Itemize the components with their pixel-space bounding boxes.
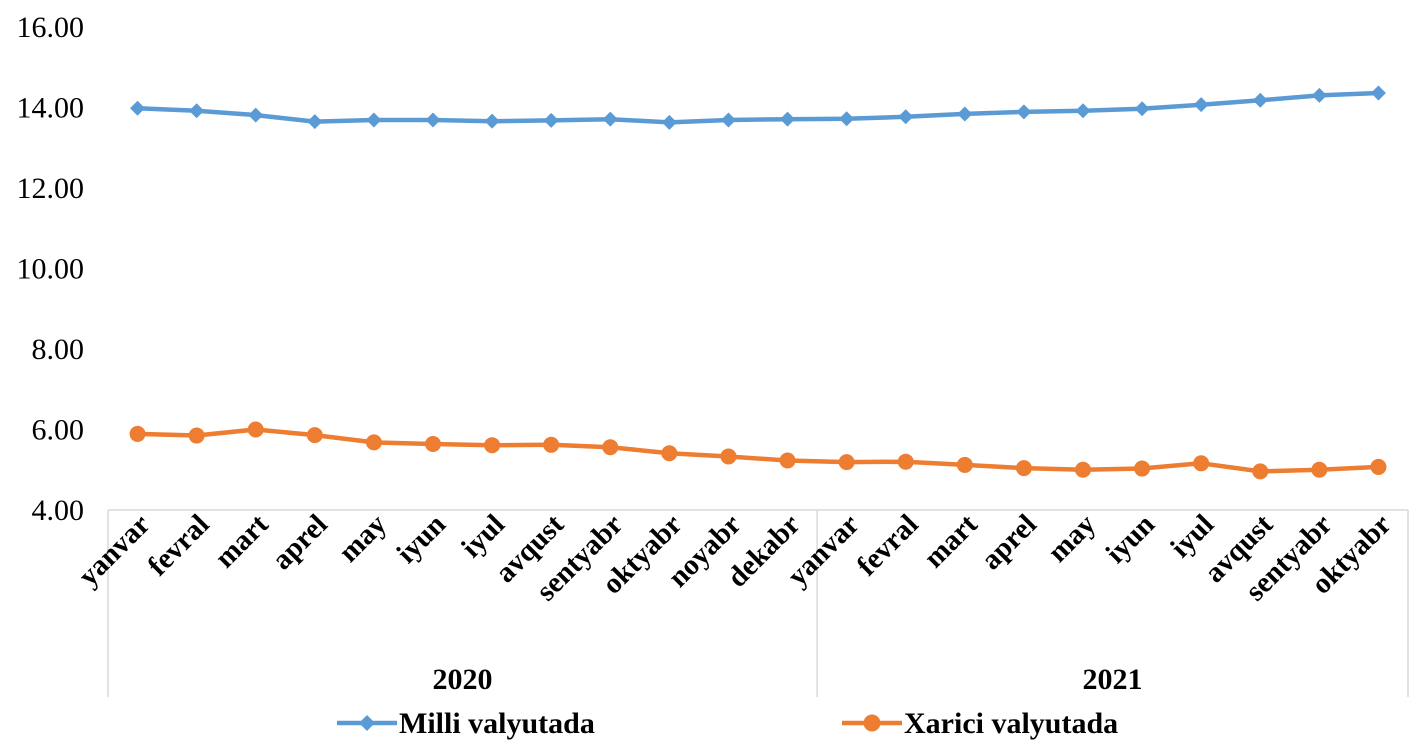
data-point bbox=[1193, 455, 1210, 472]
data-point bbox=[898, 109, 914, 125]
legend-label: Milli valyutada bbox=[399, 707, 595, 740]
data-point bbox=[366, 112, 382, 128]
data-point bbox=[484, 437, 501, 454]
series-line bbox=[135, 90, 1381, 125]
data-point bbox=[661, 445, 678, 462]
x-tick-label: mart bbox=[918, 508, 984, 574]
data-point bbox=[130, 100, 146, 116]
x-tick-label: may bbox=[1042, 508, 1103, 569]
data-point bbox=[1134, 101, 1150, 117]
y-tick-label: 12.00 bbox=[17, 172, 85, 205]
year-group-label: 2020 bbox=[433, 663, 493, 696]
x-tick-label: iyun bbox=[1100, 508, 1161, 569]
y-tick-label: 10.00 bbox=[17, 253, 85, 286]
series-1 bbox=[130, 85, 1386, 130]
x-tick-label: mart bbox=[209, 508, 275, 574]
data-point bbox=[543, 112, 559, 128]
x-tick-label: yanvar bbox=[72, 508, 156, 592]
data-point bbox=[838, 454, 855, 471]
data-point bbox=[1370, 458, 1387, 475]
data-point bbox=[425, 112, 441, 128]
x-tick-label: iyun bbox=[391, 508, 452, 569]
data-point bbox=[247, 421, 264, 438]
data-point bbox=[957, 106, 973, 122]
data-point bbox=[780, 111, 796, 127]
data-point bbox=[720, 112, 736, 128]
data-point bbox=[1075, 461, 1091, 478]
x-tick-label: fevral bbox=[851, 508, 925, 582]
y-tick-label: 16.00 bbox=[17, 11, 85, 44]
data-point bbox=[1252, 463, 1269, 480]
data-point bbox=[1015, 460, 1032, 477]
data-point bbox=[1075, 103, 1091, 119]
x-tick-label: aprel bbox=[266, 508, 334, 576]
y-tick-label: 4.00 bbox=[32, 494, 85, 527]
legend-label: Xarici valyutada bbox=[904, 707, 1118, 740]
year-group-label: 2021 bbox=[1083, 663, 1143, 696]
data-point bbox=[189, 103, 205, 119]
y-axis: 4.00 6.00 8.00 10.00 12.00 14.00 16.00 bbox=[17, 11, 85, 527]
legend-marker bbox=[863, 714, 881, 732]
legend-marker bbox=[359, 715, 375, 731]
data-point bbox=[839, 111, 855, 127]
x-tick-label: aprel bbox=[975, 508, 1043, 576]
data-point bbox=[365, 434, 382, 451]
data-point bbox=[484, 113, 500, 129]
data-point bbox=[1311, 87, 1327, 103]
series-layer bbox=[129, 85, 1387, 480]
legend: Milli valyutada Xarici valyutada bbox=[337, 707, 1118, 740]
data-point bbox=[307, 114, 323, 130]
data-point bbox=[602, 111, 618, 127]
data-point bbox=[248, 107, 264, 123]
series-line bbox=[135, 427, 1381, 474]
data-point bbox=[1311, 461, 1328, 478]
y-tick-label: 14.00 bbox=[17, 92, 85, 125]
data-point bbox=[1252, 92, 1268, 108]
data-point bbox=[956, 456, 973, 473]
data-point bbox=[897, 453, 914, 470]
series-2 bbox=[129, 421, 1387, 480]
data-point bbox=[425, 435, 441, 452]
data-point bbox=[1193, 97, 1209, 113]
data-point bbox=[129, 425, 146, 442]
data-point bbox=[779, 452, 796, 469]
data-point bbox=[306, 427, 323, 444]
data-point bbox=[543, 436, 560, 453]
data-point bbox=[1016, 104, 1032, 120]
y-tick-label: 8.00 bbox=[32, 333, 85, 366]
data-point bbox=[661, 114, 677, 130]
y-tick-label: 6.00 bbox=[32, 414, 85, 447]
data-point bbox=[720, 448, 737, 465]
data-point bbox=[602, 439, 619, 456]
data-point bbox=[188, 427, 205, 444]
x-tick-label: may bbox=[333, 508, 394, 569]
data-point bbox=[1370, 85, 1386, 101]
x-tick-label: fevral bbox=[142, 508, 216, 582]
data-point bbox=[1134, 460, 1151, 477]
